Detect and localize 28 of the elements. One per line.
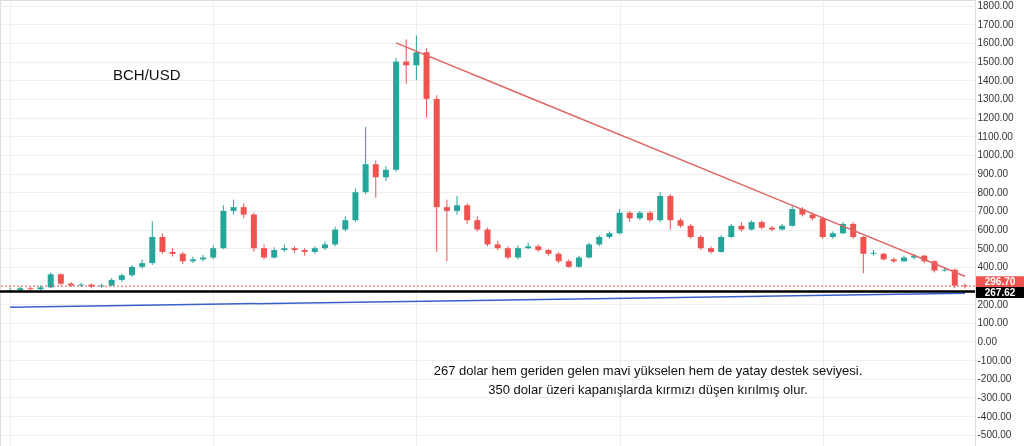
y-tick-label: 400.00 (977, 261, 1009, 273)
y-tick-label: 1500.00 (977, 56, 1015, 68)
y-tick-label: 1400.00 (977, 74, 1015, 86)
y-tick-label: 900.00 (977, 168, 1009, 180)
ref-line-label: 267.62 (984, 286, 1016, 298)
y-tick-label: -400.00 (977, 410, 1012, 422)
y-tick-label: 0.00 (977, 336, 998, 347)
y-tick-label: 1600.00 (977, 37, 1015, 49)
y-tick-label: 700.00 (977, 205, 1009, 217)
y-tick-label: -100.00 (977, 354, 1012, 366)
y-tick-label: 1800.00 (977, 0, 1015, 12)
y-tick-label: 600.00 (977, 224, 1009, 236)
y-tick-label: 800.00 (977, 186, 1009, 198)
y-tick-label: 200.00 (977, 298, 1009, 310)
y-tick-label: -500.00 (977, 429, 1012, 441)
annotation: 350 dolar üzeri kapanışlarda kırmızı düşen kırılmış olur. (488, 382, 808, 397)
annotation: 267 dolar hem geriden gelen mavi yükselen hem de yatay destek seviyesi. (433, 363, 863, 378)
y-tick-label: 100.00 (977, 317, 1009, 329)
y-tick-label: 1000.00 (977, 149, 1015, 161)
y-tick-label: 500.00 (977, 242, 1009, 254)
y-tick-label: 1100.00 (977, 130, 1014, 142)
y-tick-label: -300.00 (977, 391, 1012, 403)
y-tick-label: 1200.00 (977, 112, 1015, 124)
text: BCH/USD (113, 66, 181, 83)
y-tick-label: 1700.00 (977, 18, 1015, 30)
ref-line-label: 296.70 (984, 275, 1016, 287)
y-tick-label: 1300.00 (977, 93, 1015, 105)
y-tick-label: -200.00 (977, 373, 1012, 385)
